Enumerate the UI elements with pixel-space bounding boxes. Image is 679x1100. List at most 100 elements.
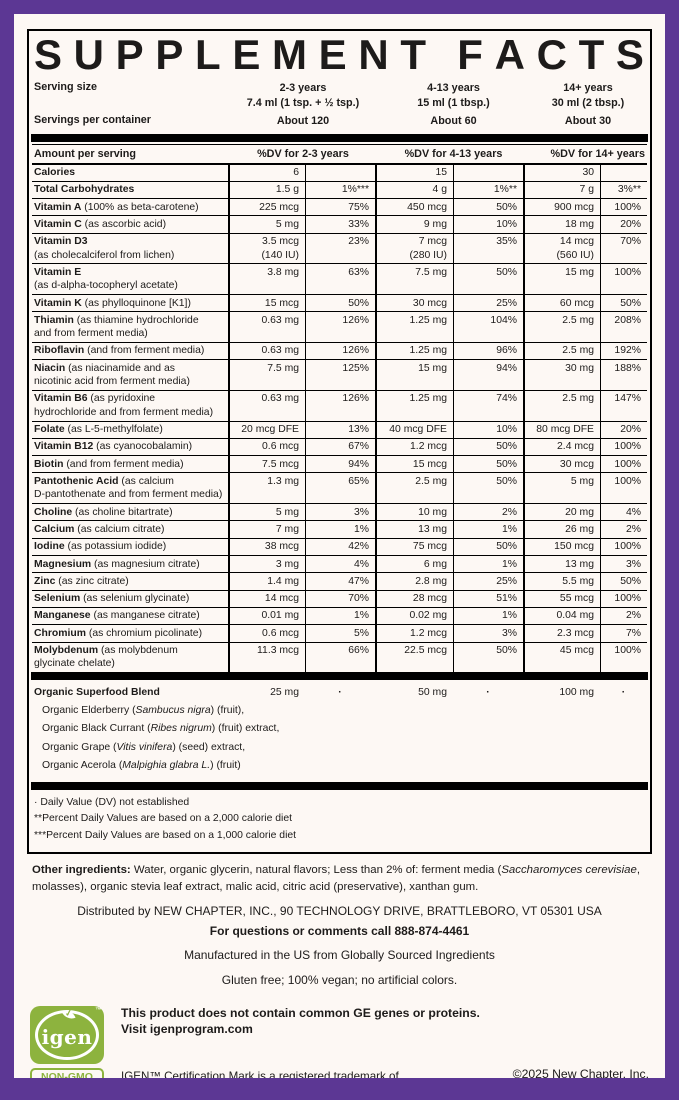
dv-cell: 10%	[453, 216, 523, 233]
dv-cell: 100%	[600, 456, 647, 473]
amount-cell: 80 mcg DFE	[523, 421, 600, 438]
dv-cell	[453, 164, 523, 181]
amount-cell: 4 g	[375, 181, 453, 199]
dv-cell: 100%	[600, 199, 647, 216]
amount-cell: 5.5 mg	[523, 573, 600, 590]
other-ingredients-paragraph: Other ingredients: Water, organic glycer…	[32, 863, 640, 893]
amount-cell: 38 mcg	[228, 538, 305, 556]
amount-cell: 10 mg	[375, 504, 453, 521]
dv-cell: 126%	[305, 342, 375, 360]
amount-cell: 1.2 mcg	[375, 438, 453, 456]
servings-per-container-label: Servings per container	[34, 113, 152, 126]
nutrient-name-cell: Vitamin K (as phylloquinone [K1])	[34, 297, 191, 309]
superfood-blend-section: Organic Superfood Blend 25 mg · 50 mg · …	[32, 680, 647, 782]
dv-cell: 50%	[305, 295, 375, 312]
footnote-line: ***Percent Daily Values are based on a 1…	[34, 830, 297, 842]
amount-cell: 11.3 mcg	[228, 642, 305, 673]
dv-cell: 70%	[600, 233, 647, 264]
amount-cell: 1.25 mg	[375, 342, 453, 360]
dv-cell: 50%	[453, 264, 523, 295]
ge-statement-line: This product does not contain common GE …	[121, 1005, 480, 1020]
amount-cell: 20 mg	[523, 504, 600, 521]
table-row: Biotin (and from ferment media) 7.5 mcg 94…	[32, 456, 647, 474]
table-row: Molybdenum (as molybdenum glycinate chel…	[32, 642, 647, 673]
blend-dv-dot: ·	[338, 687, 342, 699]
amount-cell: 2.5 mg	[523, 390, 600, 421]
nutrient-name-cell: Pantothenic Acid (as calcium D-pantothen…	[34, 475, 223, 501]
dv-cell: 1%**	[453, 181, 523, 199]
dv-cell: 20%	[600, 216, 647, 233]
dv-cell: 3%**	[600, 181, 647, 199]
footnotes: · Daily Value (DV) not established **Perc…	[32, 790, 647, 852]
nutrient-name-cell: Vitamin D3 (as cholecalciferol from lich…	[34, 236, 175, 261]
blend-ingredient-line: Organic Grape (Vitis vinifera) (seed) ex…	[42, 741, 246, 753]
dv-cell: 25%	[453, 573, 523, 590]
amount-cell: 2.3 mcg	[523, 625, 600, 642]
amount-cell: 15 mg	[523, 264, 600, 295]
amount-cell: 26 mg	[523, 521, 600, 538]
dv-cell	[600, 164, 647, 181]
nutrient-name-cell: Magnesium (as magnesium citrate)	[34, 558, 200, 570]
dv-cell: 96%	[453, 342, 523, 360]
dv-cell: 1%***	[305, 181, 375, 199]
dose: 30 ml (2 tbsp.)	[551, 97, 625, 110]
amount-cell: 7 g	[523, 181, 600, 199]
table-row: Magnesium (as magnesium citrate) 3 mg 4% 6 …	[32, 556, 647, 574]
igen-wordmark: igen	[41, 1024, 93, 1049]
dv-cell: 94%	[453, 360, 523, 390]
table-row: Riboflavin (and from ferment media) 0.63 …	[32, 342, 647, 361]
copyright-block: ©2025 New Chapter, Inc. 0900-A03	[513, 1067, 649, 1078]
dv-cell: 50%	[453, 473, 523, 504]
nutrient-name-cell: Calcium (as calcium citrate)	[34, 523, 165, 535]
table-row: Choline (as choline bitartrate) 5 mg 3% 10 …	[32, 504, 647, 522]
servings-per-container-row: Servings per container About 120 About 6…	[32, 112, 647, 130]
amount-cell: 13 mg	[375, 521, 453, 538]
dv-cell: 13%	[305, 421, 375, 438]
blend-amount: 25 mg	[270, 687, 299, 699]
nutrient-name-cell: Chromium (as chromium picolinate)	[34, 627, 203, 639]
distributed-by-line: Distributed by NEW CHAPTER, INC., 90 TEC…	[77, 903, 602, 918]
footnote-line: · Daily Value (DV) not established	[34, 796, 190, 808]
dv-cell: 100%	[600, 538, 647, 556]
amount-cell: 7.5 mcg	[228, 456, 305, 473]
blend-dv-dot: ·	[486, 687, 490, 699]
nutrient-name-cell: Niacin (as niacinamide and as nicotinic …	[34, 362, 190, 388]
serving-size-label: Serving size	[34, 80, 98, 93]
amount-cell: 2.8 mg	[375, 573, 453, 590]
blend-ingredient-list: Organic Elderberry (Sambucus nigra) (fru…	[32, 702, 647, 776]
amount-cell: 0.63 mg	[228, 342, 305, 360]
amount-cell: 14 mcg	[228, 590, 305, 607]
questions-phone-line: For questions or comments call 888-874-4…	[209, 924, 470, 939]
dv-cell: 1%	[305, 607, 375, 625]
dv-cell: 125%	[305, 360, 375, 390]
table-row: Thiamin (as thiamine hydrochloride and f…	[32, 312, 647, 343]
footnote-line: **Percent Daily Values are based on a 2,…	[34, 813, 292, 825]
nutrient-name-cell: Vitamin E (as d-alpha-tocopheryl acetate…	[34, 266, 178, 292]
dv-cell: 67%	[305, 438, 375, 456]
dv-cell: 1%	[453, 607, 523, 625]
dv-cell: 20%	[600, 421, 647, 438]
amount-cell: 55 mcg	[523, 590, 600, 607]
dv-cell: 100%	[600, 438, 647, 456]
dv-cell: 74%	[453, 390, 523, 421]
amount-cell: 30	[523, 164, 600, 181]
dv-cell: 7%	[600, 625, 647, 642]
amount-per-serving-header: Amount per serving	[34, 147, 136, 160]
dv-cell: 3%	[600, 556, 647, 573]
dv-cell: 50%	[453, 538, 523, 556]
dv-cell: 50%	[453, 438, 523, 456]
servings-count: About 120	[276, 114, 330, 127]
amount-cell: 3.5 mcg (140 IU)	[228, 233, 305, 264]
amount-cell: 22.5 mcg	[375, 642, 453, 673]
amount-cell: 225 mcg	[228, 199, 305, 216]
amount-cell: 7 mcg (280 IU)	[375, 233, 453, 264]
dv-cell: 51%	[453, 590, 523, 607]
manufactured-line: Manufactured in the US from Globally Sou…	[184, 948, 495, 963]
nutrient-name-cell: Vitamin B12 (as cyanocobalamin)	[34, 441, 193, 453]
amount-cell: 450 mcg	[375, 199, 453, 216]
nutrient-name-cell: Vitamin C (as ascorbic acid)	[34, 218, 167, 230]
